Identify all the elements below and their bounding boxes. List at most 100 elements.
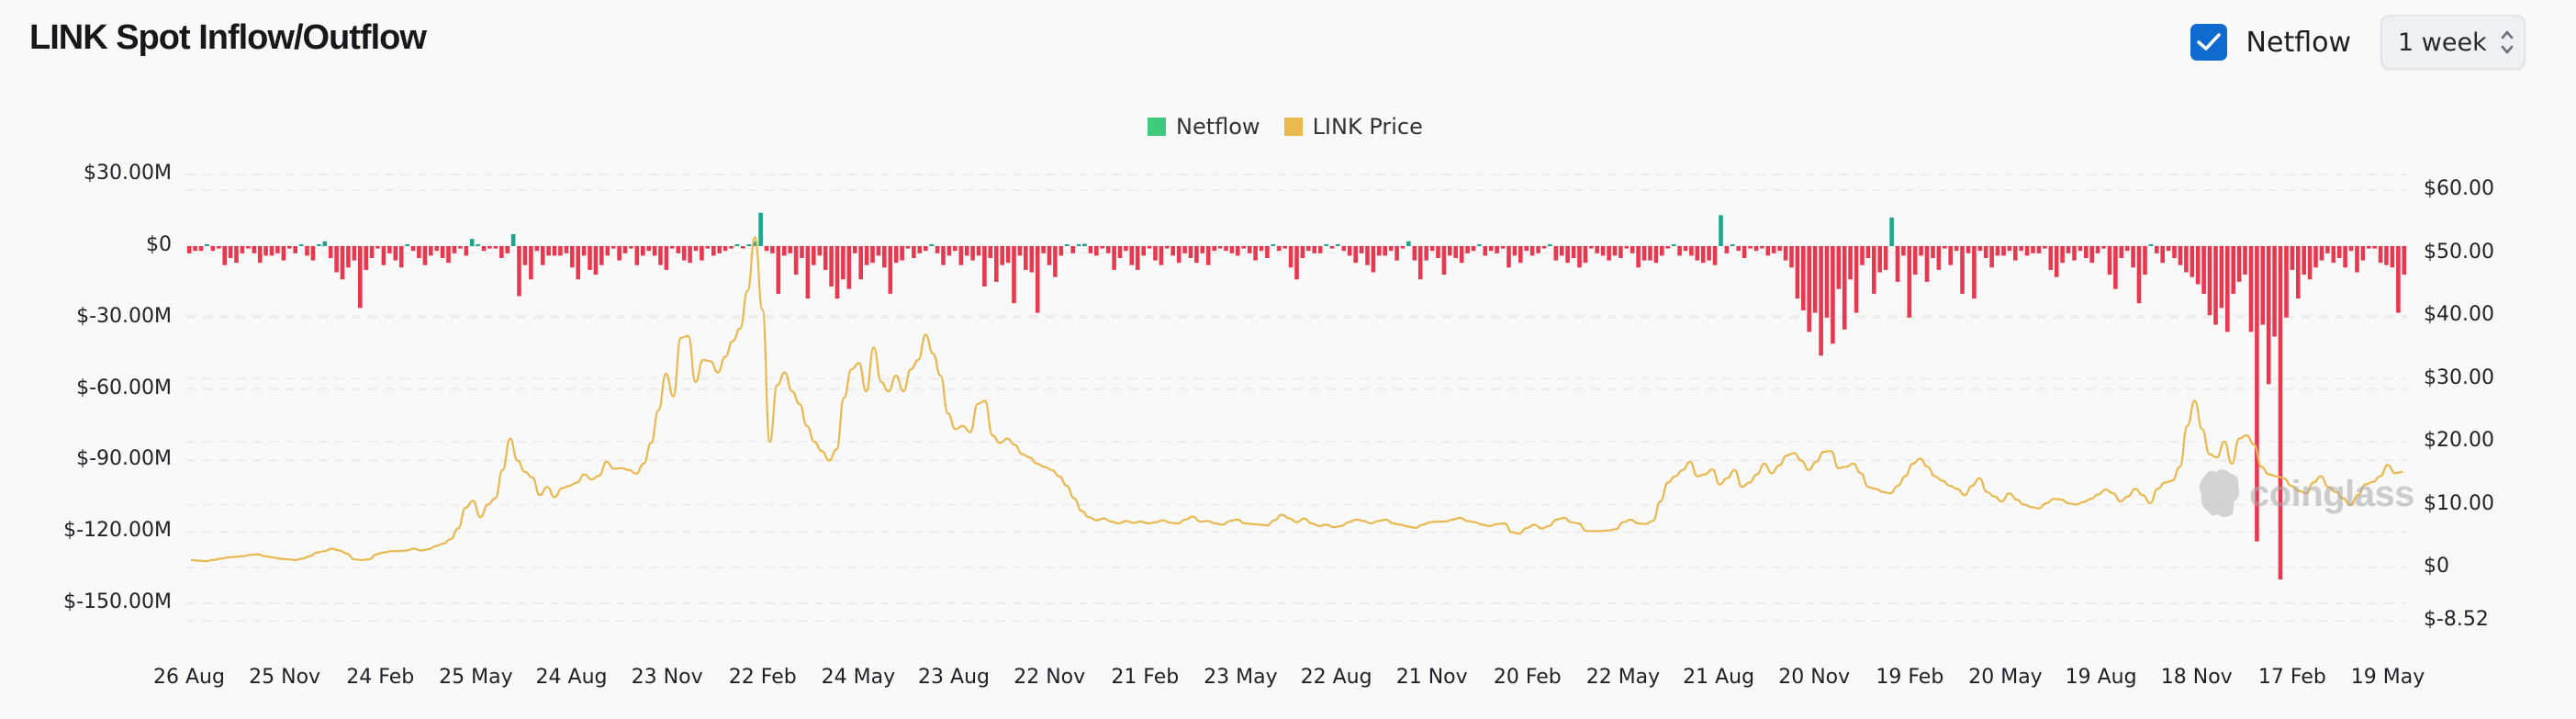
netflow-bar[interactable] <box>352 246 357 261</box>
netflow-bar[interactable] <box>540 246 545 265</box>
netflow-bar[interactable] <box>1553 246 1559 261</box>
netflow-bar[interactable] <box>2024 246 2030 256</box>
netflow-bar[interactable] <box>440 246 445 258</box>
netflow-bar[interactable] <box>2255 246 2259 542</box>
netflow-bar[interactable] <box>1135 246 1140 270</box>
netflow-bar[interactable] <box>2048 246 2054 270</box>
netflow-bar[interactable] <box>1094 246 1099 256</box>
netflow-bar[interactable] <box>652 246 657 256</box>
netflow-bar[interactable] <box>1371 246 1376 273</box>
netflow-bar[interactable] <box>287 246 292 249</box>
netflow-bar[interactable] <box>1983 246 1988 258</box>
netflow-bar[interactable] <box>1518 246 1523 264</box>
netflow-bar[interactable] <box>1618 246 1623 258</box>
netflow-bar[interactable] <box>1912 246 1918 275</box>
netflow-bar[interactable] <box>2378 246 2383 264</box>
netflow-bar[interactable] <box>558 246 563 256</box>
netflow-bar[interactable] <box>2101 246 2106 249</box>
netflow-bar[interactable] <box>2043 246 2047 249</box>
netflow-bar[interactable] <box>929 244 934 246</box>
netflow-bar[interactable] <box>2355 246 2359 273</box>
netflow-bar[interactable] <box>776 246 781 294</box>
netflow-bar[interactable] <box>2343 246 2347 268</box>
netflow-bar[interactable] <box>1406 241 1411 246</box>
netflow-bar[interactable] <box>946 246 952 256</box>
netflow-bar[interactable] <box>375 246 380 249</box>
netflow-bar[interactable] <box>2148 244 2154 246</box>
netflow-bar[interactable] <box>1901 246 1906 256</box>
netflow-bar[interactable] <box>1465 246 1470 253</box>
netflow-bar[interactable] <box>1165 246 1170 249</box>
netflow-bar[interactable] <box>1400 246 1406 249</box>
netflow-bar[interactable] <box>900 246 904 261</box>
netflow-bar[interactable] <box>275 246 280 253</box>
netflow-bar[interactable] <box>1229 246 1235 253</box>
netflow-bar[interactable] <box>1477 244 1482 246</box>
netflow-bar[interactable] <box>734 244 740 246</box>
netflow-bar[interactable] <box>1943 246 1947 249</box>
netflow-bar[interactable] <box>1377 246 1382 256</box>
netflow-bar[interactable] <box>700 246 704 261</box>
netflow-bar[interactable] <box>1329 246 1335 249</box>
netflow-bar[interactable] <box>1819 246 1823 356</box>
netflow-bar[interactable] <box>464 246 469 256</box>
netflow-bar[interactable] <box>1689 246 1694 256</box>
netflow-bar[interactable] <box>1700 246 1706 264</box>
netflow-bar[interactable] <box>2372 246 2377 249</box>
netflow-bar[interactable] <box>1070 246 1075 253</box>
netflow-bar[interactable] <box>1082 243 1087 246</box>
netflow-bar[interactable] <box>298 244 304 246</box>
netflow-bar[interactable] <box>1312 246 1316 253</box>
netflow-bar[interactable] <box>1707 246 1711 261</box>
netflow-bar[interactable] <box>340 246 345 280</box>
netflow-bar[interactable] <box>1153 246 1158 261</box>
netflow-bar[interactable] <box>1801 246 1806 310</box>
netflow-bar[interactable] <box>1429 246 1435 252</box>
netflow-bar[interactable] <box>1677 246 1682 256</box>
netflow-bar[interactable] <box>1977 246 1983 252</box>
netflow-bar[interactable] <box>864 246 869 265</box>
netflow-bar[interactable] <box>1653 246 1659 264</box>
netflow-bar[interactable] <box>876 246 881 256</box>
netflow-bar[interactable] <box>905 246 911 249</box>
netflow-bar[interactable] <box>2248 246 2254 332</box>
netflow-bar[interactable] <box>1041 246 1046 253</box>
netflow-bar[interactable] <box>393 246 398 261</box>
netflow-bar[interactable] <box>2178 246 2183 265</box>
netflow-bar[interactable] <box>1777 246 1782 252</box>
netflow-bar[interactable] <box>522 246 528 265</box>
netflow-bar[interactable] <box>1188 246 1193 258</box>
netflow-bar[interactable] <box>1872 246 1876 294</box>
netflow-bar[interactable] <box>310 246 316 261</box>
netflow-bar[interactable] <box>1259 246 1264 252</box>
netflow-bar[interactable] <box>2266 246 2271 385</box>
netflow-bar[interactable] <box>1972 246 1977 299</box>
netflow-bar[interactable] <box>741 246 745 249</box>
netflow-bar[interactable] <box>2396 246 2401 313</box>
netflow-bar[interactable] <box>2367 246 2371 249</box>
netflow-bar[interactable] <box>2243 246 2247 275</box>
netflow-bar[interactable] <box>610 246 616 249</box>
netflow-bar[interactable] <box>1783 246 1788 261</box>
netflow-bar[interactable] <box>1807 246 1811 332</box>
netflow-bar[interactable] <box>2225 246 2230 332</box>
netflow-bar[interactable] <box>358 246 363 309</box>
netflow-bar[interactable] <box>1641 246 1647 261</box>
netflow-bar[interactable] <box>1205 246 1211 265</box>
netflow-bar[interactable] <box>2131 246 2135 268</box>
netflow-bar[interactable] <box>1712 246 1718 265</box>
netflow-bar[interactable] <box>2290 246 2295 270</box>
netflow-bar[interactable] <box>705 246 711 249</box>
netflow-bar[interactable] <box>658 246 663 265</box>
netflow-bar[interactable] <box>364 246 368 270</box>
netflow-bar[interactable] <box>1088 246 1093 253</box>
netflow-bar[interactable] <box>888 246 893 294</box>
netflow-bar[interactable] <box>812 246 816 265</box>
netflow-bar[interactable] <box>493 246 498 249</box>
netflow-bar[interactable] <box>252 246 257 253</box>
netflow-bar[interactable] <box>1276 246 1282 252</box>
netflow-bar[interactable] <box>1960 246 1965 294</box>
netflow-bar[interactable] <box>2160 246 2165 264</box>
netflow-bar[interactable] <box>2313 246 2318 268</box>
netflow-bar[interactable] <box>1607 246 1611 261</box>
